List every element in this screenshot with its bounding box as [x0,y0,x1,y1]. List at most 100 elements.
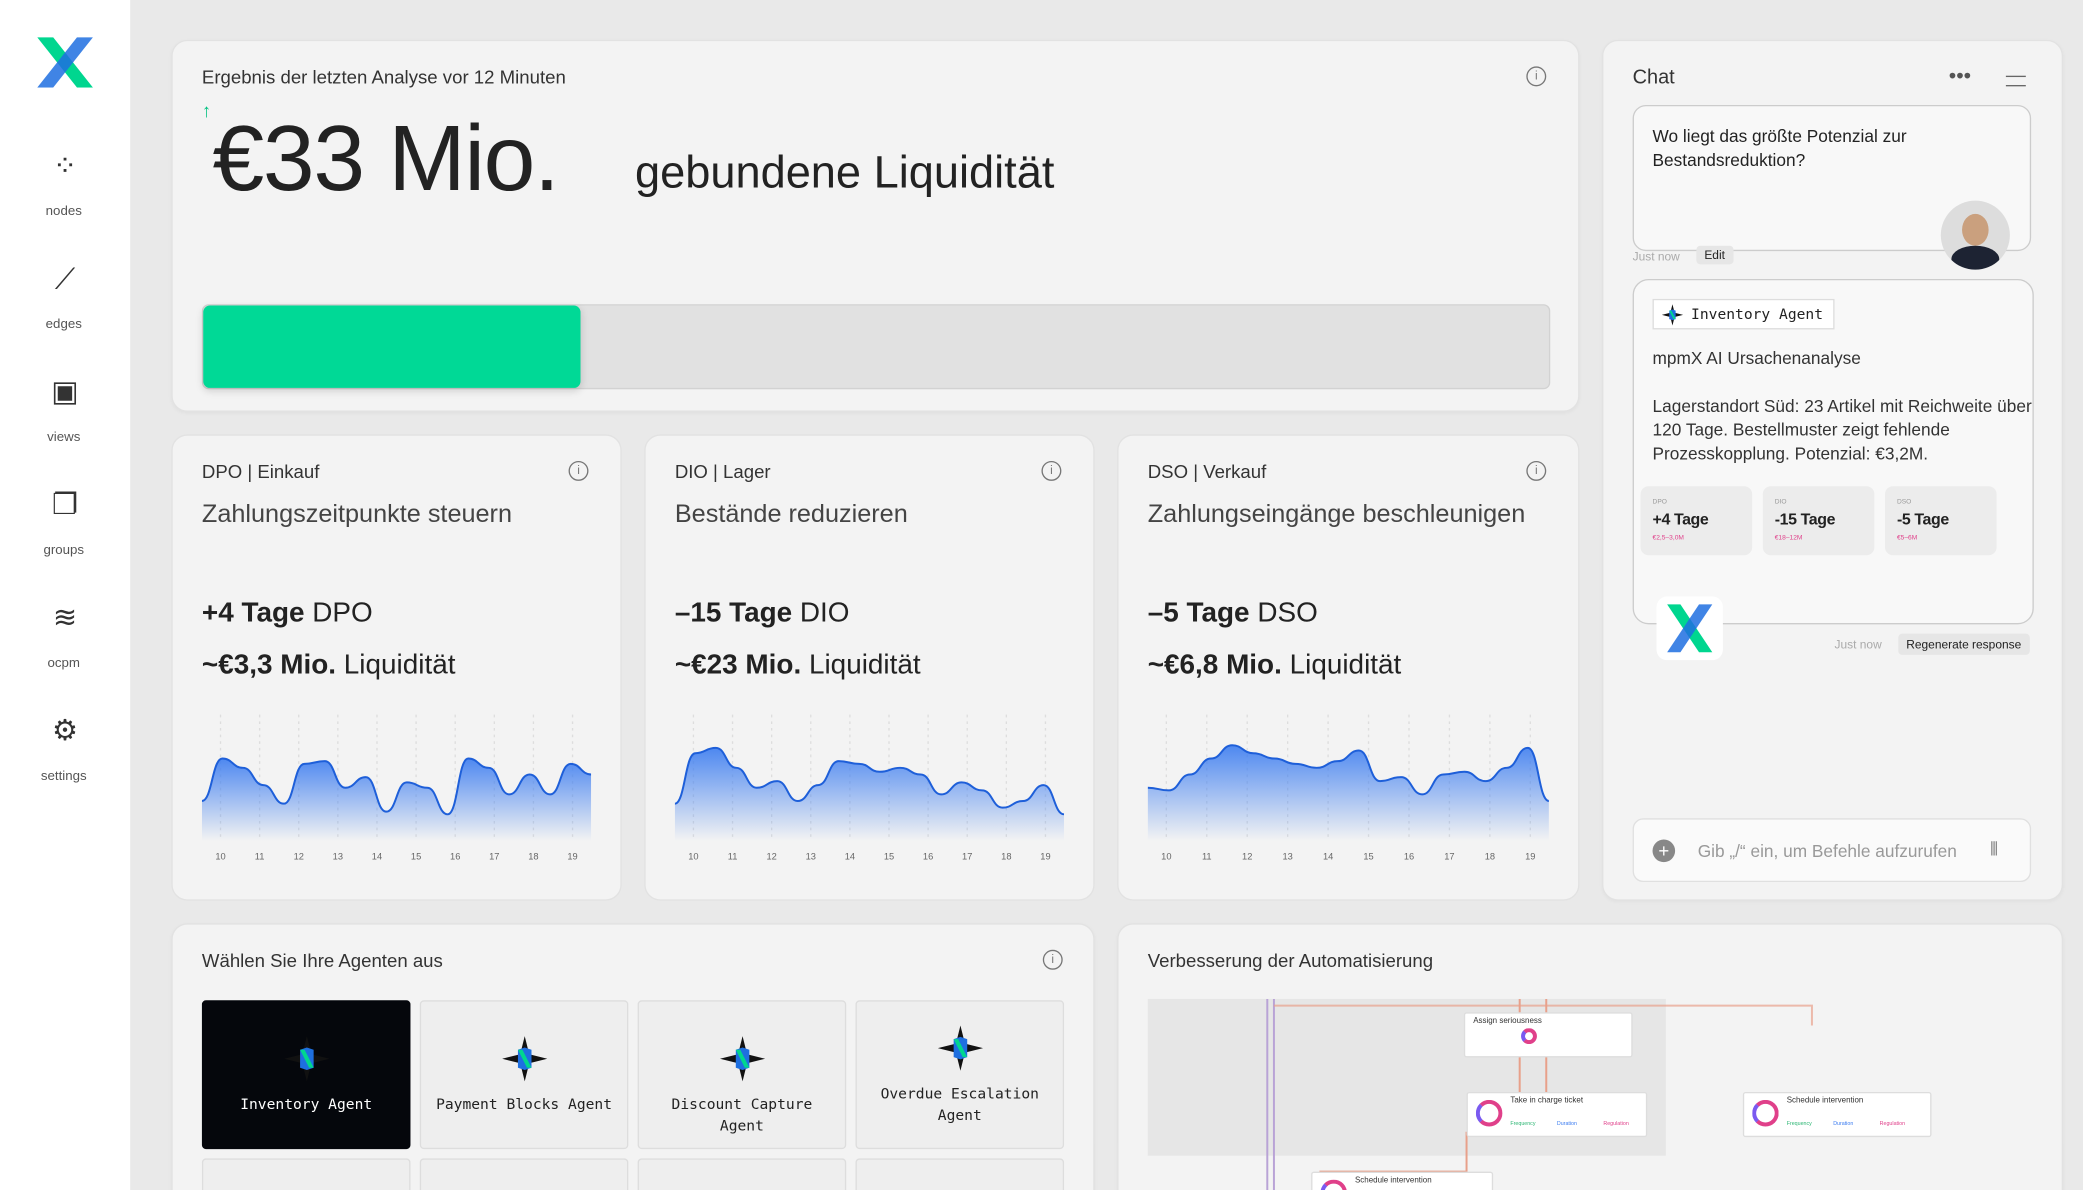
chip-range: €2,5–3,0M [1652,534,1684,542]
info-icon[interactable]: i [1526,460,1547,481]
metric-rest: DIO [792,597,850,629]
node-metric: Duration [1556,1119,1577,1127]
x-tick-label: 14 [1323,851,1333,861]
chip-tag: DPO [1652,498,1667,507]
x-tick-label: 17 [962,851,972,861]
voice-icon[interactable]: ⦀ [1989,838,1999,860]
chip[interactable]: DPO +4 Tage €2,5–3,0M [1640,486,1753,556]
x-tick-label: 12 [294,851,304,861]
process-node[interactable]: Assign seriousness [1463,1012,1633,1058]
x-tick-label: 17 [1444,851,1454,861]
process-node[interactable]: Schedule interventionFrequencyDurationRe… [1311,1171,1494,1190]
nav-label[interactable]: groups [43,543,85,558]
agent-body: Lagerstandort Süd: 23 Artikel mit Reichw… [1652,395,2032,464]
chip-value: +4 Tage [1652,510,1709,529]
info-icon[interactable]: i [568,460,589,481]
node-metric: Duration [1833,1119,1854,1127]
nav-label[interactable]: ocpm [47,656,80,671]
chip[interactable]: DSO -5 Tage €5–6M [1884,486,1997,556]
x-tick-label: 15 [884,851,894,861]
agents-title: Wählen Sie Ihre Agenten aus [201,949,443,972]
info-icon[interactable]: i [1526,66,1547,87]
result-panel: Ergebnis der letzten Analyse vor 12 Minu… [171,39,1580,412]
nav-label[interactable]: settings [40,769,87,784]
edit-button[interactable]: Edit [1696,245,1733,265]
kpi-tag: DIO | Lager [674,460,771,483]
avatar [1940,200,2010,270]
agent-icon [284,1036,330,1082]
kpi-liquidity: ~€3,3 Mio. Liquidität [202,650,456,682]
agent-card[interactable] [419,1158,629,1190]
agent-card[interactable] [855,1158,1065,1190]
liq-bold: ~€23 Mio. [674,649,802,681]
agent-card[interactable] [201,1158,411,1190]
chat-input[interactable]: + Gib „/“ ein, um Befehle aufzurufen ⦀ [1632,818,2032,883]
nav-icon: ⁘ [52,148,78,182]
metric-rest: DPO [304,597,373,629]
agent-message: Inventory Agent mpmX AI Ursachenanalyse … [1632,278,2034,625]
node-metric: Regulation [1879,1119,1906,1127]
star-x [953,1039,968,1058]
kpi-metric: +4 Tage DPO [202,598,373,630]
node-label: Assign seriousness [1473,1017,1542,1026]
x-tick-label: 11 [728,851,738,861]
x-tick-label: 18 [1485,851,1495,861]
time: Just now [1632,249,1680,264]
x-tick-label: 14 [372,851,382,861]
x-tick-label: 10 [1161,851,1171,861]
chip[interactable]: DIO -15 Tage €18–12M [1762,486,1875,556]
nav-icon: ⟋ [54,261,76,295]
process-node[interactable]: Schedule intervention Frequency Duration Re… [1742,1091,1932,1138]
metric-bold: –15 Tage [674,597,793,629]
agent-card[interactable]: Overdue Escalation Agent [855,1000,1065,1150]
x-tick-label: 11 [1202,851,1212,861]
sidebar [0,0,131,1190]
kpi-metric: –15 Tage DIO [675,598,850,630]
chat-title: Chat [1632,66,1675,90]
info-icon[interactable]: i [1042,949,1063,970]
liq-bold: ~€6,8 Mio. [1147,649,1282,681]
node-metric: Frequency [1510,1119,1536,1127]
agent-card[interactable]: Inventory Agent [201,1000,411,1150]
agent-card[interactable]: Discount Capture Agent [637,1000,847,1150]
x-tick-label: 13 [1282,851,1292,861]
area [1147,745,1549,841]
menu-dots[interactable]: ••• [1948,65,1972,88]
nav-icon: ❐ [51,487,79,521]
node-metric: Frequency [1786,1119,1812,1127]
agent-label: Discount Capture Agent [671,1095,813,1135]
x-tick-label: 16 [1404,851,1414,861]
progress-bar [203,305,581,388]
agent-heading: mpmX AI Ursachenanalyse [1652,348,1861,368]
nav-label[interactable]: nodes [45,204,82,220]
process-node[interactable]: Take in charge ticket Frequency Duration Re… [1466,1091,1648,1138]
add-icon[interactable]: + [1652,839,1676,863]
kpi-heading: Zahlungseingänge beschleunigen [1147,500,1526,529]
node-label: Schedule intervention [1354,1176,1432,1185]
progress-track [201,304,1551,390]
line [1147,744,1549,803]
x-tick-label: 19 [567,851,577,861]
metric-bold: +4 Tage [201,597,305,629]
node-ring [1521,1028,1537,1045]
agent-card[interactable] [637,1158,847,1190]
kpi-card: DIO | Lager i Bestände reduzieren –15 Tage … [644,434,1095,901]
agent-icon [502,1036,548,1082]
area [674,747,1065,841]
sparkline: 10 11 12 13 14 15 16 17 18 19 [1147,714,1549,861]
nav-label[interactable]: edges [45,317,82,333]
info-icon[interactable]: i [1041,460,1062,481]
nav-label[interactable]: views [47,430,81,446]
kpi-heading: Bestände reduzieren [674,500,908,529]
regenerate-button[interactable]: Regenerate response [1898,633,2030,655]
agent-card[interactable]: Payment Blocks Agent [419,1000,629,1150]
result-subtitle: gebundene Liquidität [634,147,1055,198]
node-label: Schedule intervention [1786,1097,1864,1106]
result-title: Ergebnis der letzten Analyse vor 12 Minu… [201,66,566,88]
collapse[interactable] [2005,75,2026,87]
node-ring [1475,1099,1503,1127]
liq-rest: Liquidität [801,649,921,681]
nav-icon: ⚙ [51,713,79,747]
node-ring [1752,1099,1779,1127]
